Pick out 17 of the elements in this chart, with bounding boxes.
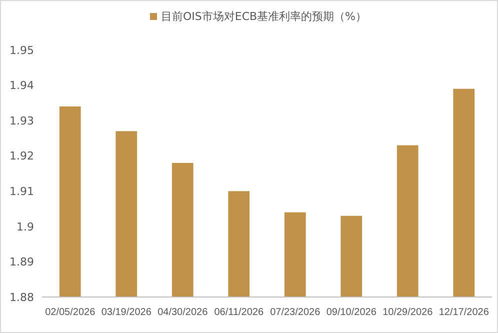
y-tick-label: 1.92: [10, 150, 34, 163]
x-tick-label: 04/30/2026: [158, 307, 208, 318]
x-tick-label: 12/17/2026: [438, 307, 490, 318]
y-tick-label: 1.93: [10, 114, 34, 128]
x-tick-label: 09/10/2026: [326, 307, 377, 318]
y-tick-label: 1.9: [16, 220, 34, 234]
x-tick-label: 10/29/2026: [382, 307, 434, 318]
y-tick-label: 1.91: [10, 184, 34, 198]
y-tick-label: 1.94: [10, 79, 34, 92]
x-tick-label: 07/23/2026: [270, 307, 321, 318]
y-tick-label: 1.95: [10, 44, 34, 57]
x-tick-label: 03/19/2026: [101, 307, 152, 318]
legend-label: 目前OIS市场对ECB基准利率的预期（%）: [161, 10, 367, 23]
y-tick-label: 1.88: [10, 290, 34, 304]
x-tick-label: 02/05/2026: [45, 307, 96, 318]
x-tick-label: 06/11/2026: [214, 307, 264, 318]
y-tick-label: 1.89: [10, 256, 34, 269]
